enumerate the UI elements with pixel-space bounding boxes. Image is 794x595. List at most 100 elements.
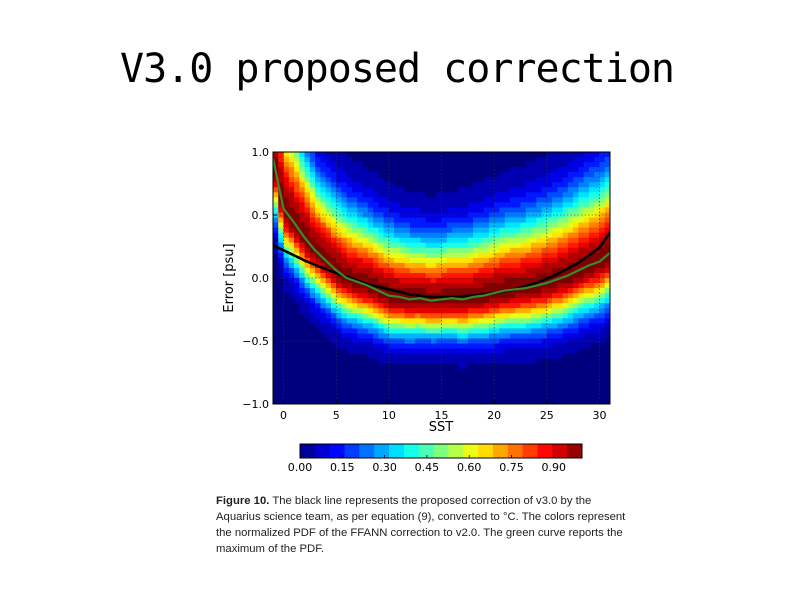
heatmap-cell (467, 378, 474, 385)
heatmap-cell (341, 252, 348, 259)
heatmap-cell (315, 358, 321, 365)
heatmap-cell (309, 202, 316, 209)
heatmap-cell (494, 177, 501, 183)
heatmap-cell (288, 232, 295, 239)
heatmap-cell (583, 388, 590, 395)
heatmap-cell (452, 267, 458, 274)
heatmap-cell (457, 338, 464, 345)
heatmap-cell (588, 303, 595, 309)
heatmap-cell (583, 207, 590, 214)
heatmap-cell (562, 182, 569, 188)
heatmap-cell (509, 272, 516, 279)
heatmap-cell (378, 157, 385, 163)
heatmap-cell (583, 393, 590, 400)
heatmap-cell (567, 162, 574, 168)
heatmap-cell (504, 363, 511, 370)
colorbar-band (448, 444, 464, 458)
heatmap-cell (346, 257, 353, 264)
heatmap-cell (383, 162, 390, 168)
colorbar-band (463, 444, 479, 458)
heatmap-cell (404, 388, 411, 395)
heatmap-cell (552, 162, 558, 168)
heatmap-cell (409, 398, 416, 404)
heatmap-cell (415, 217, 422, 224)
heatmap-cell (557, 242, 564, 249)
heatmap-cell (452, 283, 458, 289)
heatmap-cell (330, 348, 337, 355)
heatmap-cell (594, 192, 601, 198)
heatmap-cell (599, 398, 606, 404)
heatmap-cell (499, 237, 506, 244)
heatmap-cell (394, 278, 400, 284)
heatmap-cell (373, 368, 379, 375)
heatmap-cell (336, 343, 343, 350)
heatmap-cell (430, 313, 437, 319)
heatmap-cell (546, 167, 553, 173)
heatmap-cell (541, 272, 548, 279)
heatmap-cell (578, 338, 585, 345)
heatmap-cell (494, 202, 501, 209)
heatmap-cell (399, 303, 406, 309)
heatmap-cell (567, 368, 574, 375)
heatmap-cell (346, 328, 353, 335)
heatmap-cell (341, 343, 348, 350)
heatmap-cell (583, 363, 590, 370)
heatmap-cell (452, 343, 458, 350)
heatmap-cell (604, 212, 610, 219)
heatmap-cell (441, 217, 448, 224)
heatmap-cell (394, 343, 400, 350)
heatmap-cell (546, 237, 553, 244)
heatmap-cell (441, 267, 448, 274)
heatmap-cell (309, 338, 316, 345)
heatmap-cell (483, 207, 490, 214)
heatmap-cell (294, 262, 300, 269)
heatmap-cell (425, 212, 432, 219)
curves (273, 158, 610, 302)
heatmap-cell (494, 373, 501, 380)
heatmap-cell (283, 192, 290, 198)
heatmap-cell (552, 202, 558, 209)
heatmap-cell (599, 358, 606, 365)
heatmap-cell (420, 308, 427, 314)
heatmap-cell (494, 252, 501, 259)
heatmap-cell (309, 167, 316, 173)
heatmap-cell (599, 278, 606, 284)
heatmap-cell (346, 378, 353, 385)
heatmap-cell (288, 177, 295, 183)
heatmap-cell (504, 278, 511, 284)
heatmap-cell (604, 187, 610, 193)
heatmap-cell (567, 303, 574, 309)
heatmap-cell (520, 323, 527, 329)
heatmap-cell (594, 293, 601, 299)
heatmap-cell (325, 247, 332, 254)
heatmap-cell (452, 197, 458, 203)
heatmap-cell (462, 217, 469, 224)
heatmap-cell (452, 242, 458, 249)
heatmap-cell (283, 333, 290, 340)
heatmap-cell (378, 257, 385, 264)
heatmap-cell (383, 303, 390, 309)
heatmap-cell (425, 288, 432, 294)
heatmap-cell (452, 363, 458, 370)
heatmap-cell (341, 267, 348, 274)
heatmap-cell (457, 247, 464, 254)
heatmap-cell (573, 373, 580, 380)
heatmap-cell (325, 353, 332, 360)
heatmap-cell (541, 358, 548, 365)
heatmap-cell (320, 383, 327, 390)
heatmap-cell (288, 368, 295, 375)
heatmap-cell (525, 363, 532, 370)
heatmap-cell (446, 182, 453, 188)
heatmap-cell (425, 278, 432, 284)
heatmap-cell (357, 308, 364, 314)
heatmap-cell (304, 278, 311, 284)
heatmap-cell (288, 383, 295, 390)
heatmap-cell (399, 187, 406, 193)
heatmap-cell (536, 252, 543, 259)
heatmap-cell (536, 217, 543, 224)
heatmap-cell (320, 272, 327, 279)
heatmap-cell (504, 373, 511, 380)
heatmap-cell (273, 393, 279, 400)
heatmap-cell (299, 333, 306, 340)
heatmap-cell (409, 182, 416, 188)
